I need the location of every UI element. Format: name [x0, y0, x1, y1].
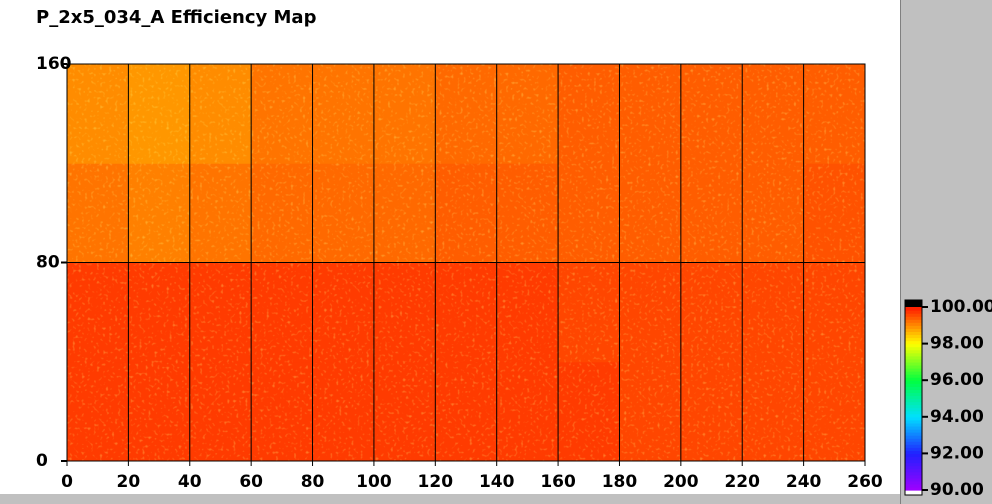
colorbar-segment	[905, 410, 922, 415]
colorbar-segment	[905, 425, 922, 430]
x-tick-label: 260	[847, 472, 883, 492]
y-tick-label: 160	[36, 54, 72, 74]
colorbar-segment	[905, 389, 922, 393]
colorbar-segment	[905, 444, 922, 448]
colorbar-segment	[905, 435, 922, 439]
colorbar-segment	[905, 416, 922, 421]
colorbar-segment	[905, 377, 922, 381]
colorbar-segment	[905, 413, 922, 418]
x-tick-label: 200	[663, 472, 699, 492]
colorbar-segment	[905, 453, 922, 458]
colorbar-segment	[905, 319, 922, 323]
colorbar-segment	[905, 422, 922, 427]
colorbar-segment	[905, 407, 922, 412]
colorbar-segment	[905, 337, 922, 342]
colorbar-segment	[905, 419, 922, 424]
colorbar-segment	[905, 401, 922, 406]
colorbar-segment	[905, 325, 922, 329]
colorbar-cap-bottom	[905, 490, 922, 495]
colorbar-label: 96.00	[930, 370, 984, 390]
colorbar-segment	[905, 483, 922, 488]
colorbar-segment	[905, 349, 922, 354]
colorbar-segment	[905, 438, 922, 442]
x-tick-label: 140	[479, 472, 515, 492]
colorbar-label: 90.00	[930, 480, 984, 500]
colorbar-segment	[905, 477, 922, 482]
x-tick-label: 180	[602, 472, 638, 492]
colorbar-segment	[905, 441, 922, 445]
colorbar-segment	[905, 316, 922, 320]
colorbar-segment	[905, 398, 922, 403]
colorbar-label: 94.00	[930, 407, 984, 427]
y-tick-label: 0	[36, 451, 48, 471]
x-tick-label: 80	[301, 472, 325, 492]
colorbar-segment	[905, 386, 922, 390]
colorbar-segment	[905, 465, 922, 470]
x-tick-label: 160	[540, 472, 576, 492]
colorbar-segment	[905, 346, 922, 351]
colorbar-label: 98.00	[930, 334, 984, 354]
colorbar-segment	[905, 404, 922, 409]
colorbar-segment	[905, 471, 922, 476]
colorbar-segment	[905, 368, 922, 372]
colorbar-segment	[905, 447, 922, 451]
chart-title: P_2x5_034_A Efficiency Map	[36, 7, 317, 28]
x-tick-label: 20	[117, 472, 141, 492]
x-tick-label: 40	[178, 472, 202, 492]
colorbar-segment	[905, 392, 922, 397]
colorbar-segment	[905, 383, 922, 387]
x-tick-label: 240	[786, 472, 822, 492]
x-tick-label: 100	[356, 472, 392, 492]
colorbar-segment	[905, 313, 922, 317]
axes: 0 20 40 60 80 100 120 140 160 180 200 220 240 260 0 80 1…	[36, 54, 883, 492]
colorbar-label: 92.00	[930, 443, 984, 463]
colorbar-segment	[905, 343, 922, 348]
colorbar-segment	[905, 361, 922, 366]
colorbar-segment	[905, 310, 922, 314]
colorbar-segment	[905, 307, 922, 311]
colorbar-segment	[905, 450, 922, 454]
colorbar-segment	[905, 322, 922, 326]
colorbar-segment	[905, 364, 922, 369]
colorbar-segment	[905, 380, 922, 384]
colorbar-segment	[905, 480, 922, 485]
colorbar-segment	[905, 456, 922, 461]
colorbar-segment	[905, 374, 922, 378]
colorbar-segment	[905, 355, 922, 360]
colorbar-label: 100.00	[930, 297, 992, 317]
colorbar-segment	[905, 331, 922, 336]
colorbar-segment	[905, 358, 922, 363]
colorbar-frame	[904, 299, 923, 496]
colorbar-segment	[905, 486, 922, 491]
x-tick-label: 60	[239, 472, 263, 492]
colorbar: 100.00 98.00 96.00 94.00 92.00 90.00	[904, 297, 992, 500]
colorbar-segment	[905, 328, 922, 332]
colorbar-segment	[905, 432, 922, 436]
x-tick-label: 0	[61, 472, 73, 492]
bottom-strip	[0, 494, 900, 504]
colorbar-segment	[905, 459, 922, 464]
colorbar-segment	[905, 340, 922, 345]
y-tick-label: 80	[36, 253, 60, 273]
colorbar-segment	[905, 371, 922, 375]
colorbar-segment	[905, 429, 922, 433]
x-tick-label: 120	[418, 472, 454, 492]
colorbar-segment	[905, 334, 922, 339]
colorbar-segment	[905, 395, 922, 400]
colorbar-segment	[905, 474, 922, 479]
colorbar-segment	[905, 352, 922, 357]
x-tick-label: 220	[724, 472, 760, 492]
colorbar-segment	[905, 468, 922, 473]
colorbar-segment	[905, 462, 922, 467]
colorbar-cap-top	[905, 300, 922, 307]
